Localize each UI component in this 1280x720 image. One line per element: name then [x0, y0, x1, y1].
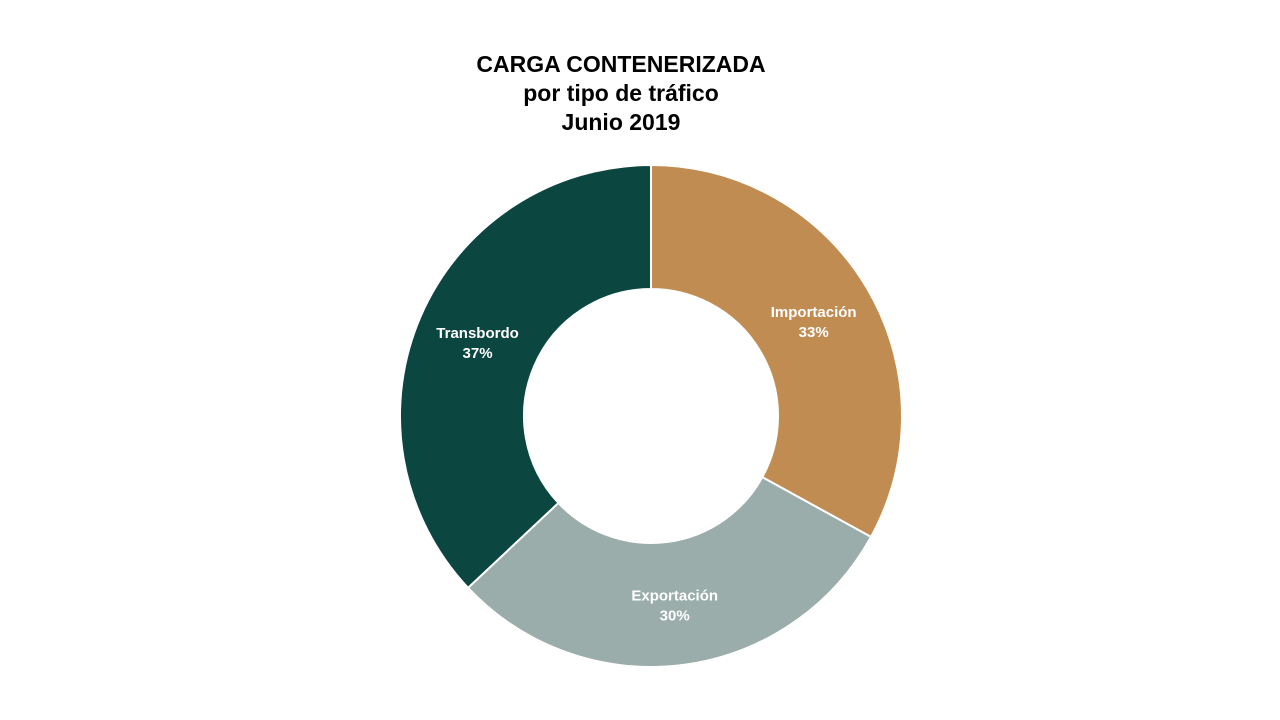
slice-label-importacion: Importación — [771, 304, 857, 321]
slice-value-exportacion: 30% — [660, 608, 690, 625]
slice-label-exportacion: Exportación — [631, 588, 718, 605]
chart-title: CARGA CONTENERIZADA por tipo de tráfico … — [0, 50, 1242, 137]
slice-label-transbordo: Transbordo — [436, 325, 519, 342]
donut-labels: Importación 33% Exportación 30% Transbordo 37… — [436, 304, 856, 625]
slice-exportacion — [466, 475, 873, 668]
slice-transbordo — [399, 163, 652, 590]
slice-importacion — [650, 163, 903, 539]
chart-title-line-1: CARGA CONTENERIZADA — [476, 51, 766, 77]
chart-title-line-3: Junio 2019 — [561, 109, 681, 135]
slice-value-importacion: 33% — [799, 324, 829, 341]
chart-title-line-2: por tipo de tráfico — [523, 80, 719, 106]
donut-slices — [399, 163, 903, 668]
slice-value-transbordo: 37% — [463, 345, 493, 362]
